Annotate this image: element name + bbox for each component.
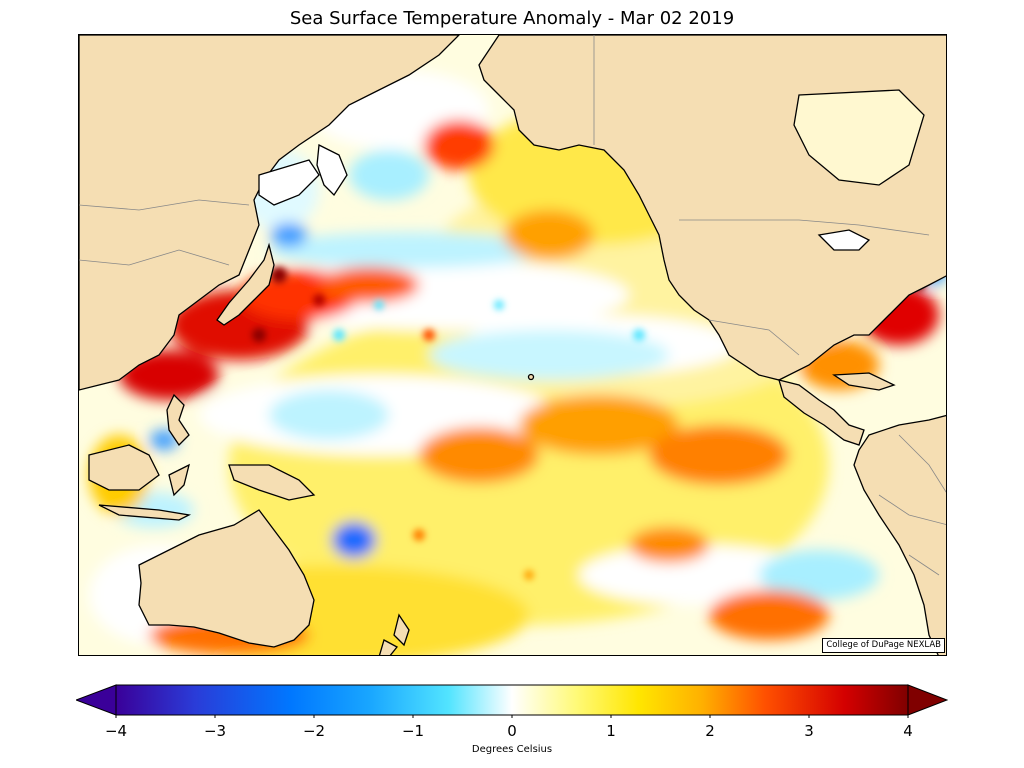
colorbar-tick-label: 4 [903, 722, 913, 740]
land-new-zealand-south [378, 639, 398, 655]
colorbar-label: Degrees Celsius [471, 744, 553, 755]
credit-label: College of DuPage NEXLAB [822, 638, 945, 653]
colorbar-tick-label: 3 [804, 722, 814, 740]
great-lakes [817, 229, 871, 251]
colorbar-extend-min [76, 684, 117, 716]
land-java [98, 504, 192, 521]
land-cuba [832, 372, 896, 391]
hudson-bay [793, 89, 925, 186]
colorbar-tick-label: −2 [302, 722, 326, 740]
map-canvas: College of DuPage NEXLAB [79, 35, 946, 655]
land-hawaii [527, 373, 535, 381]
political-borders [79, 35, 946, 576]
sst-anomaly-map: College of DuPage NEXLAB [78, 34, 947, 656]
map-title: Sea Surface Temperature Anomaly - Mar 02… [289, 8, 735, 29]
land-australia [138, 509, 315, 648]
land-new-zealand [393, 613, 410, 647]
colorbar-tick-label: −1 [401, 722, 425, 740]
colorbar-tick-label: 2 [705, 722, 715, 740]
land-asia [79, 35, 460, 391]
colorbar-ticks [115, 715, 909, 718]
land-japan [216, 242, 275, 326]
colorbar [76, 684, 948, 718]
land-indonesia [88, 444, 160, 491]
land-philippines [166, 393, 190, 447]
land-new-guinea [228, 464, 316, 501]
colorbar-extend-max [907, 684, 948, 716]
land-sulawesi [168, 463, 190, 497]
land-kamchatka [316, 143, 348, 197]
colorbar-gradient [115, 684, 909, 716]
colorbar-tick-label: −4 [104, 722, 128, 740]
land-masses [79, 35, 946, 655]
colorbar-tick-label: 0 [507, 722, 517, 740]
colorbar-tick-label: 1 [606, 722, 616, 740]
land-south-america [853, 414, 946, 655]
colorbar-tick-label: −3 [203, 722, 227, 740]
land-central-america [778, 379, 865, 446]
